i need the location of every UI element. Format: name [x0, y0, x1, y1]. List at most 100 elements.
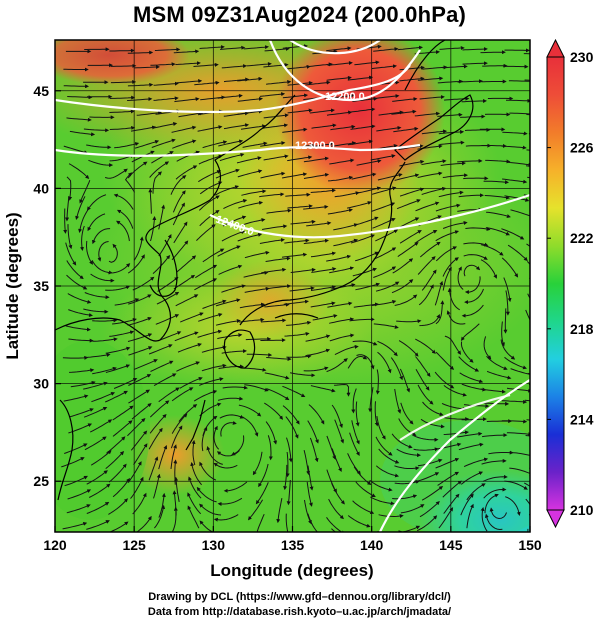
- streamline: [326, 254, 352, 262]
- streamline: [112, 478, 131, 498]
- streamline: [286, 354, 312, 359]
- streamline: [504, 356, 527, 370]
- streamline: [307, 465, 314, 491]
- streamline: [529, 320, 530, 322]
- streamline: [326, 435, 336, 460]
- streamline: [67, 95, 93, 100]
- streamline: [416, 515, 438, 532]
- y-axis-ticks: 25 30 35 40 45: [33, 83, 61, 489]
- streamline: [400, 504, 425, 514]
- streamline: [480, 388, 506, 394]
- streamline: [219, 153, 245, 162]
- streamline: [305, 80, 331, 86]
- streamline: [217, 497, 243, 506]
- streamline: [247, 499, 264, 521]
- streamline: [113, 378, 138, 389]
- streamline: [353, 302, 379, 308]
- streamline: [127, 50, 154, 55]
- streamline: [187, 505, 200, 529]
- streamline: [483, 487, 507, 499]
- streamline: [65, 242, 77, 266]
- streamline: [373, 266, 397, 278]
- streamline: [393, 126, 419, 133]
- streamline: [259, 238, 285, 244]
- streamline: [172, 202, 185, 226]
- streamline: [238, 404, 262, 417]
- streamline: [97, 241, 109, 262]
- streamline: [466, 483, 486, 501]
- streamline: [197, 329, 223, 338]
- streamline: [507, 161, 530, 167]
- streamline: [375, 436, 393, 456]
- streamline: [307, 513, 321, 532]
- streamline: [396, 448, 421, 458]
- streamline: [442, 64, 468, 69]
- streamline: [213, 425, 220, 450]
- streamline: [108, 498, 128, 515]
- streamline: [285, 513, 289, 532]
- streamline: [105, 364, 131, 373]
- streamline: [457, 266, 464, 290]
- streamline: [133, 236, 144, 261]
- streamline: [171, 413, 188, 434]
- streamline: [525, 498, 530, 506]
- streamline: [504, 480, 528, 490]
- streamline: [308, 404, 325, 425]
- streamline: [463, 264, 481, 277]
- streamline: [349, 317, 375, 322]
- streamline: [172, 139, 197, 149]
- streamline: [327, 301, 353, 308]
- streamline: [459, 372, 484, 384]
- streamline: [198, 154, 223, 165]
- streamline: [458, 193, 484, 198]
- kyushu-coast: [223, 329, 256, 369]
- y-tick-label: 30: [33, 376, 49, 392]
- streamline: [158, 204, 166, 230]
- streamline: [442, 480, 462, 498]
- streamline: [132, 492, 147, 515]
- streamline: [105, 285, 131, 291]
- streamline: [171, 125, 197, 133]
- streamline: [158, 445, 168, 470]
- streamline: [310, 301, 336, 308]
- streamline: [149, 161, 170, 178]
- streamline: [217, 396, 244, 401]
- streamline: [417, 171, 443, 178]
- credit-data-source: Data from http://database.rish.kyoto–u.a…: [147, 606, 452, 618]
- streamline: [442, 221, 468, 229]
- streamline: [282, 172, 308, 179]
- streamline: [461, 383, 487, 392]
- streamline: [484, 513, 503, 531]
- streamline: [442, 266, 452, 291]
- x-tick-label: 140: [360, 537, 384, 553]
- streamline: [415, 368, 430, 391]
- streamline: [256, 513, 265, 532]
- streamline: [374, 94, 400, 99]
- streamline: [173, 274, 196, 290]
- streamline: [240, 218, 266, 226]
- streamline: [215, 185, 240, 196]
- streamline: [66, 274, 88, 290]
- streamline: [435, 203, 461, 212]
- streamline: [306, 221, 332, 227]
- streamline: [464, 276, 481, 295]
- streamline: [391, 109, 417, 115]
- streamline: [480, 506, 488, 532]
- streamline: [199, 377, 224, 386]
- x-tick-label: 150: [518, 537, 542, 553]
- streamline: [265, 284, 292, 290]
- streamline: [221, 284, 246, 293]
- streamline: [201, 363, 227, 372]
- streamline: [174, 476, 180, 502]
- streamline: [68, 338, 94, 343]
- streamline: [148, 427, 163, 450]
- streamline: [461, 304, 484, 318]
- y-tick-label: 45: [33, 83, 49, 99]
- streamline: [334, 191, 360, 198]
- streamline: [148, 456, 159, 481]
- streamline: [400, 402, 414, 425]
- streamline: [128, 294, 152, 305]
- streamline: [421, 485, 444, 501]
- streamline: [237, 76, 263, 82]
- streamline: [124, 172, 136, 193]
